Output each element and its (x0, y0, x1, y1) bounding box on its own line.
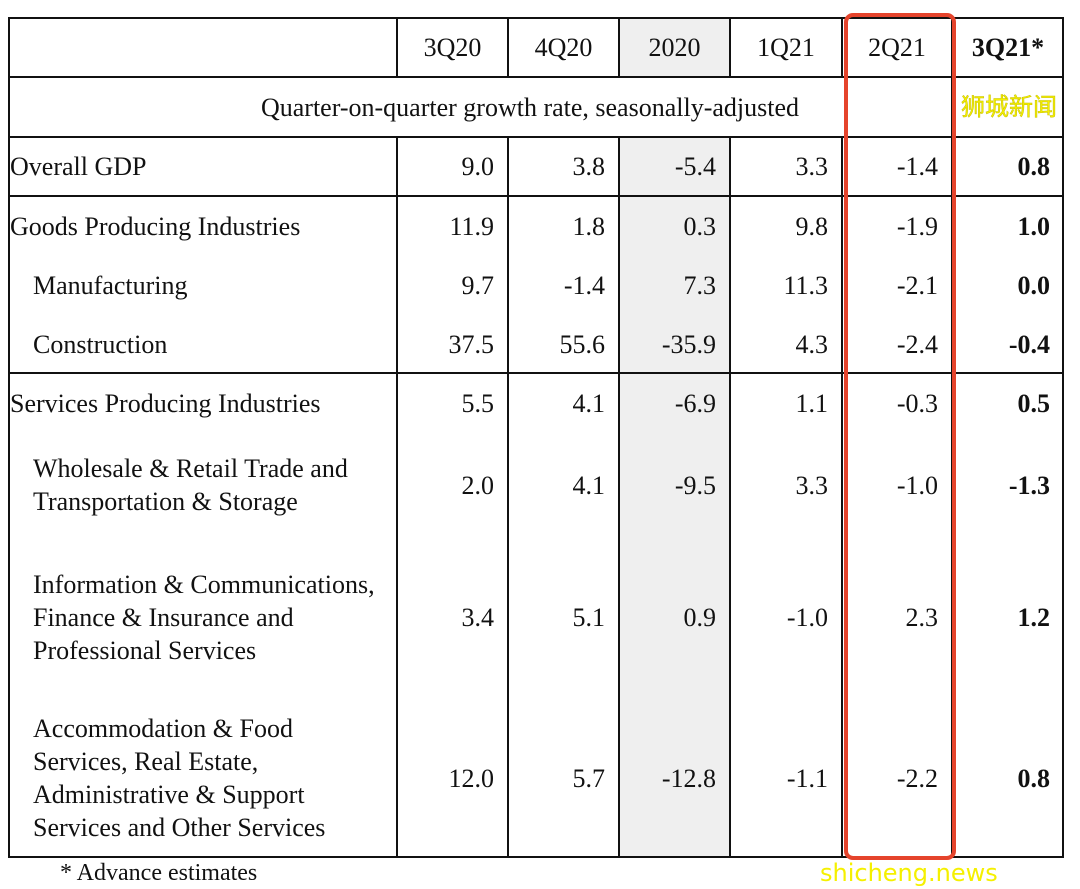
table-cell-value: -1.9 (896, 211, 938, 241)
column-divider (729, 137, 731, 858)
table-cell-value: 0.0 (1017, 271, 1051, 300)
column-divider (841, 137, 843, 858)
table-cell-value: 12.0 (448, 763, 495, 793)
table-cell-value: 3.4 (461, 603, 495, 632)
table-cell-value: 2.0 (461, 470, 495, 500)
table-cell-value: 9.7 (461, 271, 495, 300)
table-cell-value: 0.9 (683, 603, 717, 632)
table-cell-value: -2.1 (896, 271, 938, 300)
table-cell-value: 4.1 (572, 388, 606, 418)
column-divider (618, 137, 620, 858)
row-label: Goods Producing Industries (10, 211, 301, 241)
table-cell-value: 0.8 (1017, 763, 1051, 793)
row-label: Accommodation & Food Services, Real Esta… (33, 714, 326, 842)
table-cell-value: -0.3 (896, 388, 938, 418)
row-divider (8, 195, 1064, 197)
column-divider (729, 17, 731, 77)
table-cell-value: -5.4 (674, 152, 716, 181)
table-cell-value: 5.5 (461, 388, 495, 418)
table-cell-value: 9.8 (795, 211, 829, 241)
column-header: 4Q20 (534, 32, 593, 62)
table-cell-value: -1.1 (786, 763, 828, 793)
table-cell-value: 1.1 (795, 388, 829, 418)
table-cell-value: 5.1 (572, 603, 606, 632)
column-divider (396, 17, 398, 77)
column-divider (396, 137, 398, 858)
table-cell-value: 4.1 (572, 470, 606, 500)
column-divider (507, 137, 509, 858)
table-cell-value: -9.5 (674, 470, 716, 500)
column-header: 3Q21* (971, 32, 1045, 62)
table-cell-value: 3.8 (572, 152, 606, 181)
watermark-site: shicheng.news (820, 859, 998, 887)
table-cell-value: -1.3 (1008, 470, 1050, 500)
highlight-2q21-box (844, 13, 956, 860)
column-divider (507, 17, 509, 77)
table-cell-value: -1.4 (896, 152, 938, 181)
table-cell-value: 5.7 (572, 763, 606, 793)
table-cell-value: 2.3 (905, 603, 939, 632)
table-cell-value: -1.4 (563, 271, 605, 300)
row-divider (8, 136, 1064, 138)
gdp-growth-table (8, 17, 1064, 858)
table-cell-value: -2.2 (896, 763, 938, 793)
table-cell-value: -0.4 (1008, 329, 1050, 359)
table-cell-value: -6.9 (674, 388, 716, 418)
table-cell-value: -2.4 (896, 329, 938, 359)
table-cell-value: 11.3 (783, 271, 828, 300)
row-label: Overall GDP (10, 152, 147, 181)
footnote: * Advance estimates (60, 860, 258, 886)
row-divider (8, 76, 1064, 78)
column-header: 1Q21 (757, 32, 815, 62)
row-label: Manufacturing (33, 271, 188, 300)
table-cell-value: -12.8 (661, 763, 716, 793)
row-label: Information & Communications, Finance & … (33, 570, 375, 665)
table-cell-value: 3.3 (795, 470, 829, 500)
table-cell-value: 3.3 (795, 152, 829, 181)
table-cell-value: 7.3 (683, 271, 717, 300)
table-cell-value: 55.6 (559, 329, 606, 359)
table-cell-value: 11.9 (449, 211, 494, 241)
table-cell-value: 0.3 (683, 211, 717, 241)
table-cell-value: 0.8 (1017, 152, 1051, 181)
watermark-chinese: 狮城新闻 (961, 93, 1058, 122)
table-cell-value: 1.2 (1017, 603, 1051, 632)
table-cell-value: 0.5 (1017, 388, 1051, 418)
table-cell-value: -1.0 (786, 603, 828, 632)
column-header: 3Q20 (423, 32, 482, 62)
table-cell-value: 37.5 (448, 329, 495, 359)
table-subtitle: Quarter-on-quarter growth rate, seasonal… (260, 92, 800, 122)
2020-column-shade-body (619, 137, 730, 858)
column-divider (618, 17, 620, 77)
column-divider (841, 17, 843, 77)
table-cell-value: 4.3 (795, 329, 829, 359)
column-header: 2Q21 (868, 32, 926, 62)
row-label: Wholesale & Retail Trade and Transportat… (33, 454, 348, 516)
row-divider (8, 372, 1064, 374)
table-cell-value: 1.0 (1017, 211, 1051, 241)
row-label: Construction (33, 329, 168, 359)
table-cell-value: 9.0 (461, 152, 495, 181)
table-cell-value: 1.8 (572, 211, 606, 241)
2020-column-shade-header (619, 17, 730, 77)
table-cell-value: -35.9 (661, 329, 716, 359)
column-header: 2020 (648, 32, 701, 62)
row-label: Services Producing Industries (10, 388, 321, 418)
table-cell-value: -1.0 (896, 470, 938, 500)
